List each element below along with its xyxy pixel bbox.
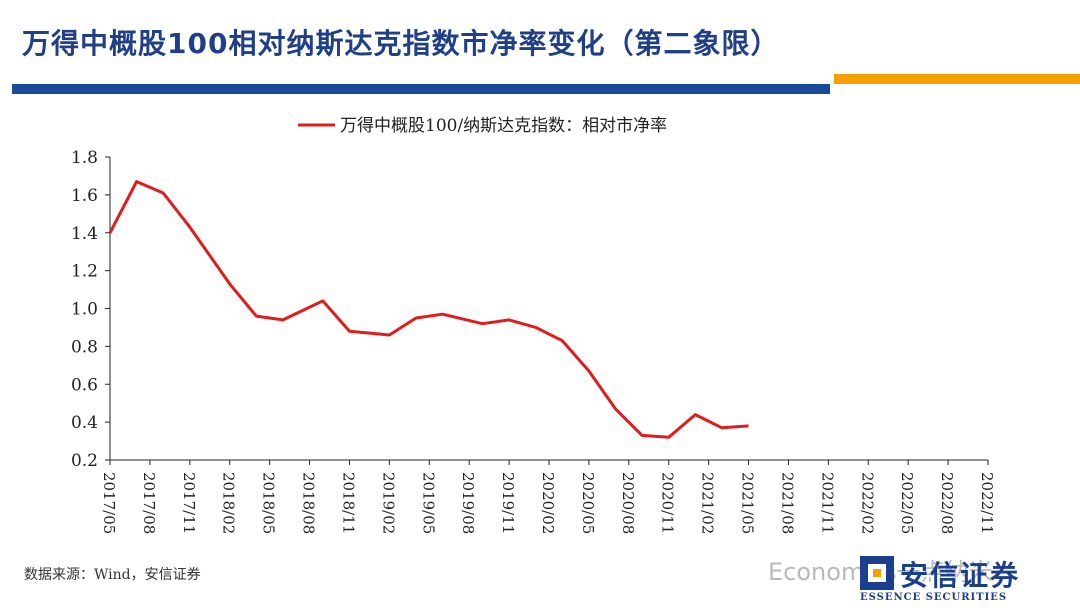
y-tick-label: 1.0 [71, 300, 98, 320]
logo-text-en: ESSENCE SECURITIES [860, 592, 1008, 603]
y-tick-label: 1.6 [71, 186, 98, 206]
data-source-note: 数据来源：Wind，安信证券 [24, 567, 201, 583]
y-tick-label: 1.2 [71, 262, 98, 282]
x-tick-label: 2020/08 [619, 472, 637, 534]
title-underline-blue [12, 84, 830, 94]
line-chart: 万得中概股100/纳斯达克指数：相对市净率 0.2 0.4 0.6 0.8 1.0 1.2… [71, 116, 996, 534]
y-tick-label: 1.4 [71, 224, 98, 244]
x-tick-label: 2021/05 [739, 472, 757, 534]
x-tick-label: 2022/05 [898, 472, 916, 534]
x-tick-label: 2022/02 [858, 472, 876, 534]
company-logo: 安信证券 ESSENCE SECURITIES [860, 554, 1060, 610]
logo-text-cn: 安信证券 [900, 559, 1021, 592]
x-tick-label: 2021/11 [818, 472, 836, 534]
series-line [108, 180, 749, 439]
x-tick-label: 2020/02 [539, 472, 557, 534]
x-tick-label: 2021/08 [778, 472, 796, 534]
x-tick-label: 2018/11 [339, 472, 357, 534]
x-tick-label: 2017/08 [140, 472, 158, 534]
y-tick-label: 0.8 [71, 337, 98, 357]
logo-mark-icon [860, 556, 894, 590]
y-tick-label: 0.6 [71, 375, 98, 395]
x-tick-label: 2018/05 [260, 472, 278, 534]
x-tick-label: 2019/02 [379, 472, 397, 534]
x-tick-label: 2021/02 [699, 472, 717, 534]
y-tick-label: 0.4 [71, 413, 98, 433]
page-title: 万得中概股100相对纳斯达克指数市净率变化（第二象限） [22, 27, 780, 60]
x-tick-label: 2018/02 [220, 472, 238, 534]
y-tick-label: 1.8 [71, 148, 98, 168]
x-tick-label: 2017/05 [100, 472, 118, 534]
x-tick-label: 2018/08 [300, 472, 318, 534]
x-tick-label: 2019/05 [419, 472, 437, 534]
title-underline-orange [834, 74, 1080, 84]
x-tick-label: 2020/05 [579, 472, 597, 534]
chart-legend: 万得中概股100/纳斯达克指数：相对市净率 [298, 116, 667, 136]
x-tick-label: 2017/11 [180, 472, 198, 534]
legend-label: 万得中概股100/纳斯达克指数：相对市净率 [340, 116, 667, 136]
x-tick-label: 2020/11 [659, 472, 677, 534]
y-tick-label: 0.2 [71, 451, 98, 471]
x-tick-label: 2019/11 [499, 472, 517, 534]
x-tick-label: 2022/11 [978, 472, 996, 534]
x-tick-label: 2022/08 [938, 472, 956, 534]
x-tick-label: 2019/08 [459, 472, 477, 534]
